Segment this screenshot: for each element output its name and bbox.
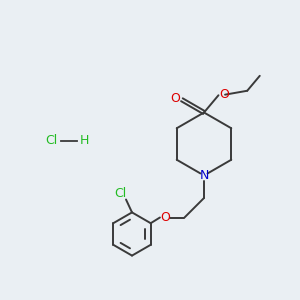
Text: Cl: Cl [45, 134, 57, 148]
Text: H: H [79, 134, 89, 148]
Text: Cl: Cl [115, 187, 127, 200]
Text: O: O [160, 211, 170, 224]
Text: O: O [170, 92, 180, 105]
Text: O: O [220, 88, 230, 101]
Text: N: N [199, 169, 209, 182]
